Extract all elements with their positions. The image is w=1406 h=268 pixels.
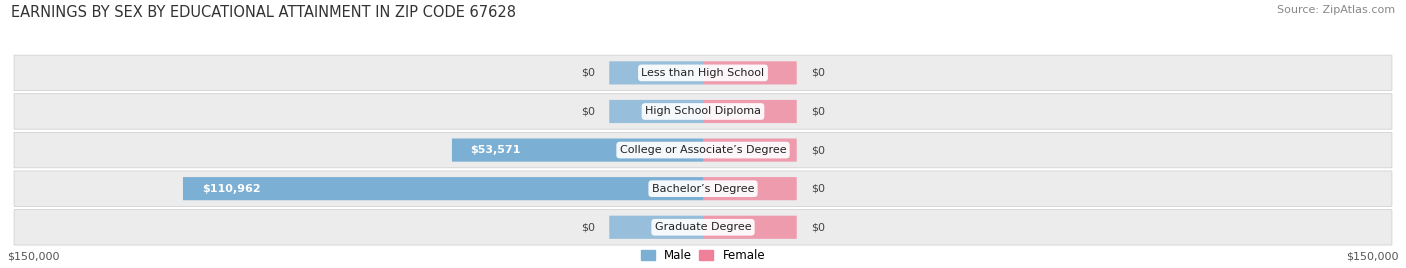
FancyBboxPatch shape bbox=[703, 61, 797, 84]
FancyBboxPatch shape bbox=[451, 139, 703, 162]
FancyBboxPatch shape bbox=[703, 177, 797, 200]
Text: Source: ZipAtlas.com: Source: ZipAtlas.com bbox=[1277, 5, 1395, 15]
FancyBboxPatch shape bbox=[14, 55, 1392, 91]
FancyBboxPatch shape bbox=[609, 216, 703, 239]
FancyBboxPatch shape bbox=[183, 177, 703, 200]
FancyBboxPatch shape bbox=[14, 132, 1392, 168]
Text: $150,000: $150,000 bbox=[7, 252, 59, 262]
Text: Less than High School: Less than High School bbox=[641, 68, 765, 78]
Text: High School Diploma: High School Diploma bbox=[645, 106, 761, 117]
Legend: Male, Female: Male, Female bbox=[641, 249, 765, 262]
Text: $0: $0 bbox=[581, 222, 595, 232]
FancyBboxPatch shape bbox=[14, 171, 1392, 206]
Text: $53,571: $53,571 bbox=[471, 145, 522, 155]
FancyBboxPatch shape bbox=[703, 139, 797, 162]
Text: $110,962: $110,962 bbox=[201, 184, 260, 194]
Text: EARNINGS BY SEX BY EDUCATIONAL ATTAINMENT IN ZIP CODE 67628: EARNINGS BY SEX BY EDUCATIONAL ATTAINMEN… bbox=[11, 5, 516, 20]
Text: $0: $0 bbox=[811, 184, 825, 194]
Text: $0: $0 bbox=[811, 222, 825, 232]
Text: $0: $0 bbox=[811, 106, 825, 117]
Text: $0: $0 bbox=[581, 106, 595, 117]
Text: $0: $0 bbox=[811, 145, 825, 155]
FancyBboxPatch shape bbox=[609, 61, 703, 84]
FancyBboxPatch shape bbox=[609, 100, 703, 123]
Text: College or Associate’s Degree: College or Associate’s Degree bbox=[620, 145, 786, 155]
Text: Graduate Degree: Graduate Degree bbox=[655, 222, 751, 232]
FancyBboxPatch shape bbox=[14, 94, 1392, 129]
Text: $0: $0 bbox=[581, 68, 595, 78]
Text: Bachelor’s Degree: Bachelor’s Degree bbox=[652, 184, 754, 194]
FancyBboxPatch shape bbox=[14, 210, 1392, 245]
FancyBboxPatch shape bbox=[703, 216, 797, 239]
FancyBboxPatch shape bbox=[703, 100, 797, 123]
Text: $0: $0 bbox=[811, 68, 825, 78]
Text: $150,000: $150,000 bbox=[1347, 252, 1399, 262]
